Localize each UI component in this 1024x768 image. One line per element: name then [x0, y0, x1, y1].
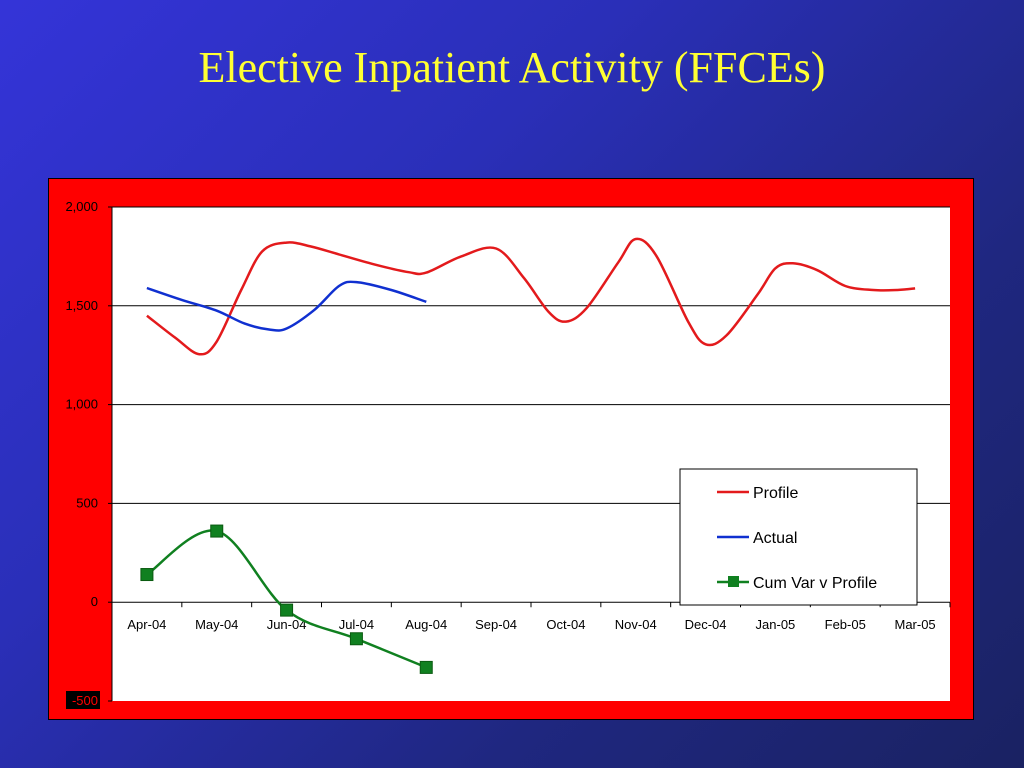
x-tick-label: Jun-04 [267, 617, 307, 632]
y-tick-label-bg [66, 691, 100, 709]
data-point-cum-var [210, 524, 224, 538]
y-tick-label: 2,000 [65, 199, 98, 214]
data-point-cum-var [349, 632, 363, 646]
y-tick-label: 1,000 [65, 397, 98, 412]
series-line-actual [146, 280, 427, 332]
x-tick-label: Mar-05 [894, 617, 935, 632]
x-tick-label: Dec-04 [685, 617, 727, 632]
legend-label-profile: Profile [753, 485, 798, 502]
y-tick-label: 1,500 [65, 298, 98, 313]
slide-title: Elective Inpatient Activity (FFCEs) [198, 43, 826, 92]
data-point-cum-var [419, 660, 433, 674]
x-tick-label: Jul-04 [339, 617, 374, 632]
x-tick-label: Sep-04 [475, 617, 517, 632]
x-tick-label: Oct-04 [546, 617, 585, 632]
chart-frame: -500 0 500 1,000 1,500 2,000 Apr-04 May-04 Jun-0… [48, 178, 974, 720]
x-tick-label: Aug-04 [405, 617, 447, 632]
series-line-profile [146, 237, 916, 356]
x-tick-label: May-04 [195, 617, 238, 632]
y-tick-label: 500 [76, 495, 98, 510]
y-tick-label: -500 [72, 693, 98, 708]
x-tick-label: Nov-04 [615, 617, 657, 632]
y-tick-label: 0 [91, 594, 98, 609]
x-tick-label: Feb-05 [825, 617, 866, 632]
line-chart: -500 0 500 1,000 1,500 2,000 Apr-04 May-04 Jun-0… [65, 199, 951, 709]
legend-marker-cum-var [728, 576, 739, 587]
data-point-cum-var [140, 568, 154, 582]
x-tick-label: Apr-04 [127, 617, 166, 632]
x-tick-label: Jan-05 [756, 617, 796, 632]
legend-label-actual: Actual [753, 530, 797, 547]
data-point-cum-var [280, 603, 294, 617]
legend-label-cum-var: Cum Var v Profile [753, 575, 877, 592]
